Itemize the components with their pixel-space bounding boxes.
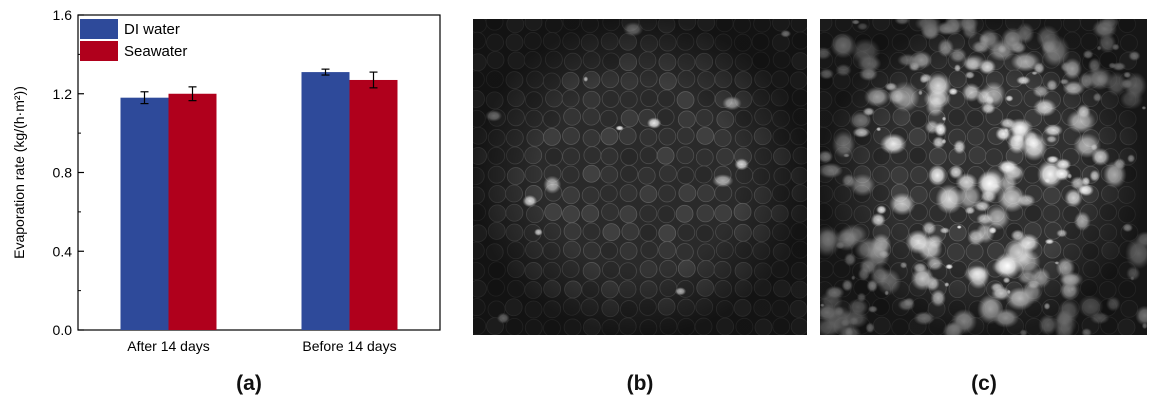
panel-label-b: (b): [626, 372, 654, 395]
panel-label-a: (a): [236, 372, 262, 395]
y-axis-label: Evaporation rate (kg/(h·m²)): [11, 86, 27, 259]
y-tick-label: 1.6: [53, 7, 73, 23]
bar: [301, 72, 350, 330]
plot-area: 0.0 0.4 0.8 1.2 1.6 Evaporation rate (kg/(h·m…: [11, 7, 441, 354]
x-tick-label: Before 14 days: [302, 338, 396, 354]
x-tick-label: After 14 days: [127, 338, 210, 354]
y-tick-label: 0.4: [53, 243, 73, 259]
bar: [168, 93, 217, 330]
microscope-image-c: [820, 19, 1147, 335]
legend-swatch: [80, 41, 118, 61]
legend-label: DI water: [124, 21, 180, 38]
y-tick-label: 0.0: [53, 322, 73, 338]
bar-chart: 0.0 0.4 0.8 1.2 1.6 Evaporation rate (kg/(h·m…: [11, 7, 441, 354]
bar: [120, 97, 169, 330]
microscope-image-b: [473, 19, 807, 335]
legend-label: Seawater: [124, 43, 187, 60]
bar: [349, 79, 398, 330]
legend-swatch: [80, 19, 118, 39]
panel-label-c: (c): [971, 372, 997, 395]
y-tick-label: 0.8: [53, 165, 73, 181]
y-tick-label: 1.2: [53, 86, 73, 102]
